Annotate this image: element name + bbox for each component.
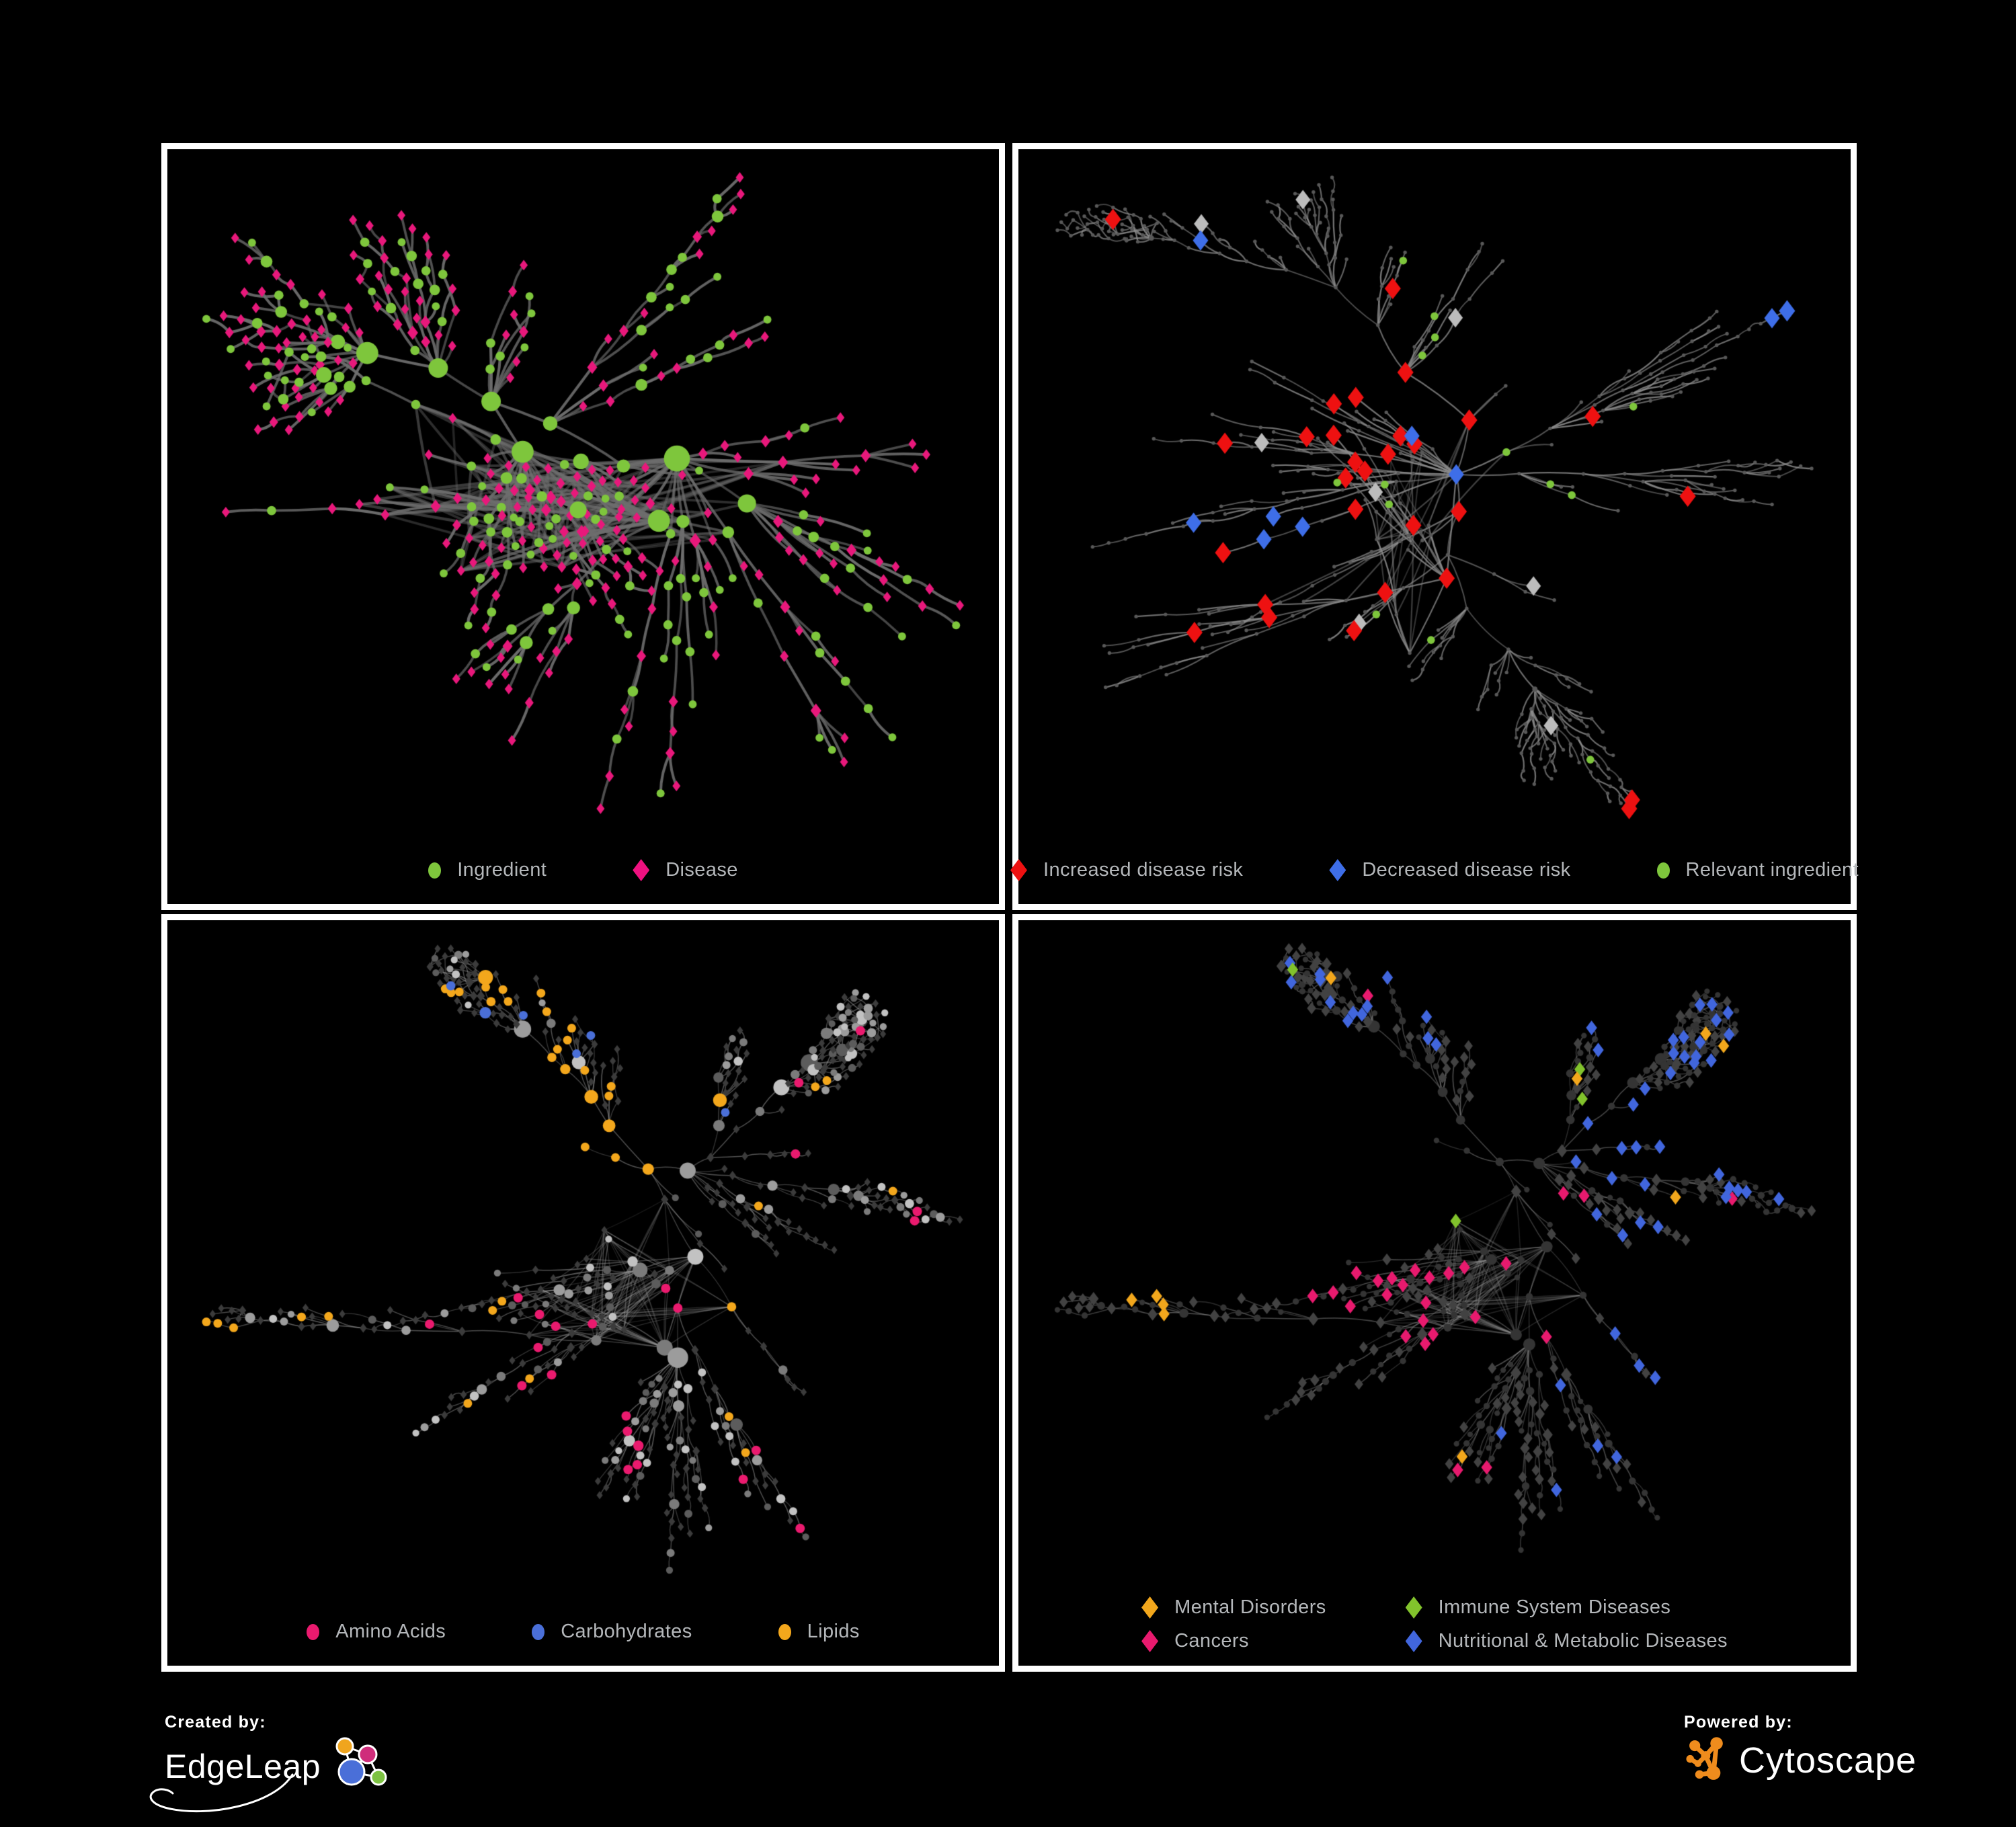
legend-item-disease: Disease (633, 859, 738, 881)
legend-label: Mental Disorders (1174, 1596, 1326, 1618)
legend-item-amino-acids: Amino Acids (307, 1621, 446, 1643)
legend-label: Amino Acids (335, 1621, 446, 1642)
diamond-swatch (1141, 1596, 1159, 1619)
legend-label: Decreased disease risk (1362, 859, 1571, 881)
diamond-swatch (1010, 859, 1027, 881)
diamond-swatch (633, 859, 650, 881)
circle-swatch (307, 1623, 320, 1640)
legend-item-mental-disorders: Mental Disorders (1141, 1596, 1326, 1619)
network-canvas-disease-classes (1018, 920, 1851, 1578)
panel-disease-classes: Mental Disorders Immune System Diseases Ca… (1012, 914, 1857, 1672)
circle-swatch (532, 1623, 545, 1640)
diamond-swatch (1405, 1596, 1422, 1619)
diamond-swatch (1405, 1630, 1422, 1652)
legend-item-lipids: Lipids (778, 1621, 860, 1643)
legend-label: Nutritional & Metabolic Diseases (1438, 1630, 1728, 1652)
legend-label: Lipids (807, 1621, 860, 1642)
legend-label: Ingredient (457, 859, 547, 881)
legend-disease-risk: Increased disease risk Decreased disease … (1010, 859, 1859, 881)
cytoscape-branding: Powered by: Cytoscape (1684, 1713, 1917, 1785)
legend-disease-classes: Mental Disorders Immune System Diseases Ca… (1018, 1596, 1851, 1652)
legend-item-carbohydrates: Carbohydrates (532, 1621, 692, 1643)
created-by-label: Created by: (165, 1713, 266, 1732)
legend-label: Increased disease risk (1043, 859, 1244, 881)
legend-item-relevant-ingredient: Relevant ingredient (1656, 859, 1859, 881)
circle-swatch (428, 862, 442, 879)
network-canvas-disease-risk (1018, 149, 1851, 837)
circle-swatch (1656, 862, 1670, 879)
legend-item-cancers: Cancers (1141, 1630, 1326, 1652)
network-canvas-ingredient-disease (167, 149, 999, 837)
legend-label: Cancers (1174, 1630, 1249, 1652)
edgeleap-logo-text: EdgeLeap (165, 1748, 321, 1785)
legend-item-ingredient: Ingredient (428, 859, 547, 881)
legend-label: Immune System Diseases (1438, 1596, 1671, 1618)
legend-item-increased-disease-risk: Increased disease risk (1010, 859, 1243, 881)
legend-label: Disease (666, 859, 738, 881)
powered-by-label: Powered by: (1684, 1713, 1793, 1732)
diamond-swatch (1329, 859, 1346, 881)
legend-item-decreased-disease-risk: Decreased disease risk (1329, 859, 1570, 881)
cytoscape-logo-text: Cytoscape (1739, 1740, 1917, 1781)
legend-item-nutritional-metabolic-diseases: Nutritional & Metabolic Diseases (1405, 1630, 1728, 1652)
diamond-swatch (1141, 1630, 1159, 1652)
network-canvas-nutrient-classes (167, 920, 999, 1598)
legend-ingredient-disease: Ingredient Disease (167, 859, 999, 881)
edgeleap-logo-icon (335, 1737, 387, 1786)
legend-item-immune-system-diseases: Immune System Diseases (1405, 1596, 1728, 1619)
legend-nutrient-classes: Amino Acids Carbohydrates Lipids (167, 1621, 999, 1643)
legend-label: Carbohydrates (561, 1621, 692, 1642)
panel-nutrient-classes: Amino Acids Carbohydrates Lipids (161, 914, 1005, 1672)
edgeleap-branding: Created by: EdgeLeap (149, 1713, 393, 1813)
panel-disease-risk: Increased disease risk Decreased disease … (1010, 143, 1859, 910)
circle-swatch (778, 1623, 791, 1640)
legend-label: Relevant ingredient (1685, 859, 1859, 881)
panel-ingredient-disease: Ingredient Disease (161, 143, 1005, 910)
cytoscape-logo-icon (1686, 1737, 1723, 1780)
